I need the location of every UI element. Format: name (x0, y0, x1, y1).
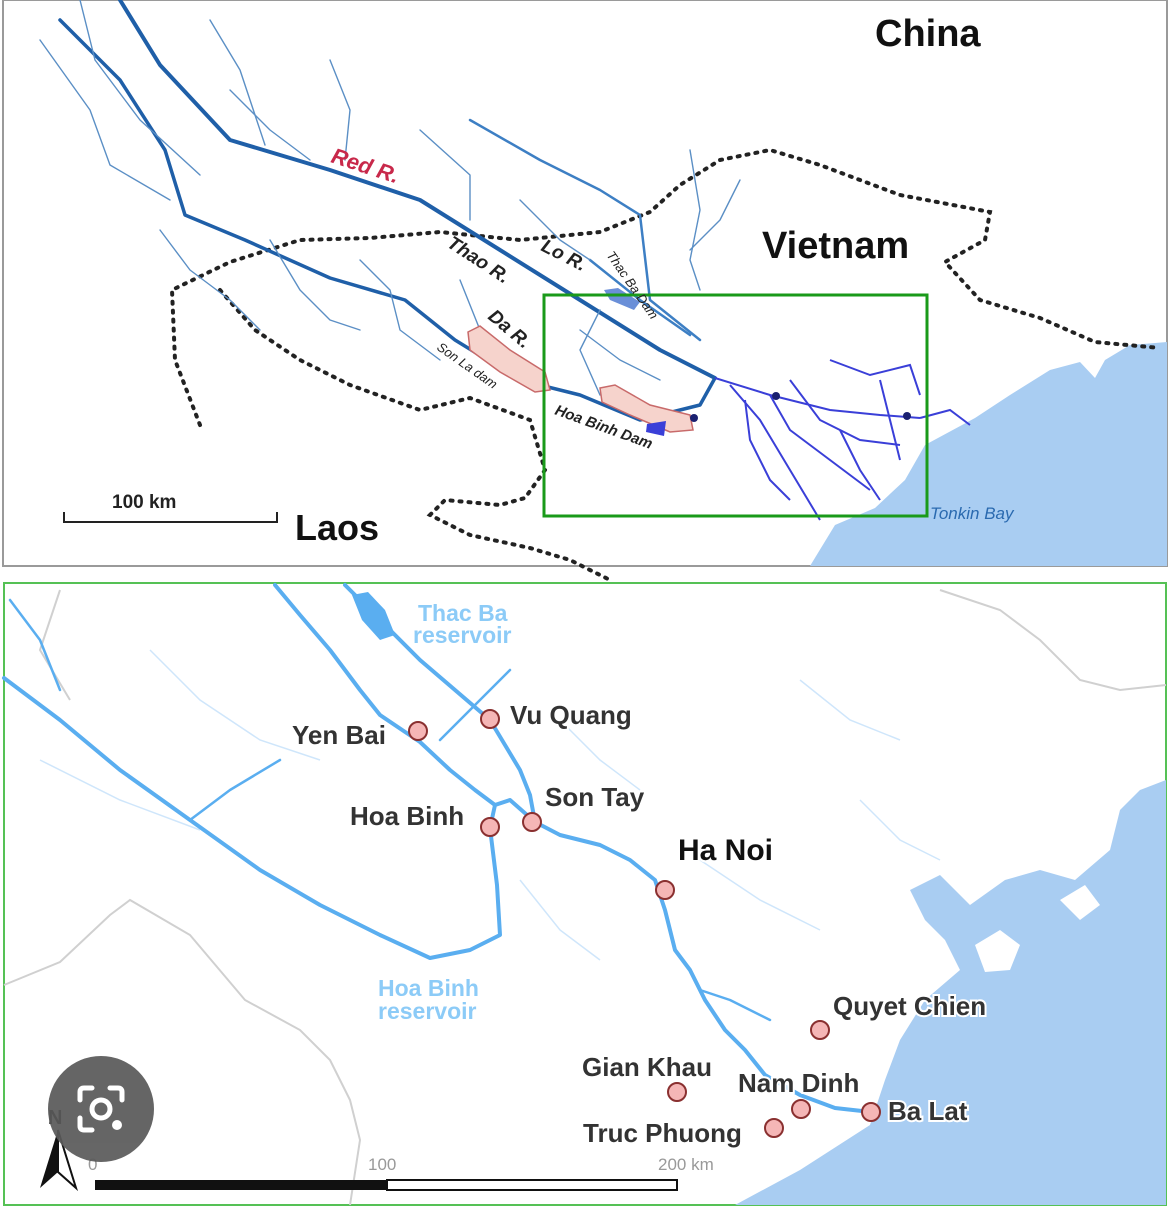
dam-dot (690, 414, 698, 422)
detail-scale-bar: 0 100 200 km (88, 1155, 714, 1191)
delta-network (714, 359, 971, 521)
station-marker-quyet-chien (810, 1020, 830, 1040)
overview-scale-bar: 100 km (63, 492, 278, 523)
station-marker-nam-dinh (791, 1099, 811, 1119)
station-marker-ba-lat (861, 1102, 881, 1122)
label-thac-ba-reservoir-2: reservoir (413, 622, 512, 648)
label-hoa-binh-reservoir-2: reservoir (378, 998, 477, 1024)
google-lens-button[interactable] (48, 1056, 154, 1162)
stations (408, 709, 881, 1138)
inset-box (542, 293, 929, 518)
label-yen-bai: Yen Bai (292, 720, 386, 750)
scale-segment-light (386, 1179, 678, 1191)
label-quyet-chien: Quyet Chien (833, 991, 986, 1021)
label-son-tay: Son Tay (545, 782, 645, 812)
google-lens-icon (77, 1085, 125, 1133)
label-ba-lat: Ba Lat (888, 1096, 968, 1126)
station-labels: Yen Bai Vu Quang Son Tay Hoa Binh Ha Noi… (290, 698, 988, 1150)
label-nam-dinh: Nam Dinh (738, 1068, 859, 1098)
island (1060, 885, 1100, 920)
station-marker-truc-phuong (764, 1118, 784, 1138)
label-truc-phuong: Truc Phuong (583, 1118, 742, 1148)
island (975, 930, 1020, 972)
label-ha-noi: Ha Noi (678, 834, 773, 867)
station-marker-hoa-binh (480, 817, 500, 837)
scale-tick-0: 0 (88, 1155, 97, 1174)
station-marker-yen-bai (408, 721, 428, 741)
city-dot (772, 392, 780, 400)
son-la-reservoir (467, 325, 551, 393)
thac-ba-reservoir-shape (352, 592, 395, 640)
label-vietnam: Vietnam (762, 225, 909, 267)
scale-tick-200: 200 km (658, 1155, 714, 1174)
label-gian-khau: Gian Khau (582, 1052, 712, 1082)
land-outlines (3, 589, 1167, 1206)
detail-sea (735, 780, 1166, 1205)
label-hoa-binh-reservoir-1: Hoa Binh (378, 975, 479, 1001)
minor-streams (39, 649, 941, 961)
scale-segment-dark (95, 1180, 387, 1190)
station-marker-vu-quang (480, 709, 500, 729)
label-thac-ba-reservoir-1: Thac Ba (418, 600, 508, 626)
hoa-binh-dam-mark (646, 421, 666, 436)
label-hoa-binh: Hoa Binh (350, 801, 464, 831)
station-marker-son-tay (522, 812, 542, 832)
detail-panel: Thac Ba reservoir Hoa Binh reservoir Yen… (2, 582, 1167, 1206)
city-dot (903, 412, 911, 420)
label-vu-quang: Vu Quang (510, 700, 632, 730)
station-marker-ha-noi (655, 880, 675, 900)
label-china: China (875, 13, 981, 55)
scale-label: 100 km (112, 492, 176, 513)
scale-tick-100: 100 (368, 1155, 396, 1174)
overview-panel: China Vietnam Laos Red R. Thao R. Lo R. … (2, 0, 1168, 582)
country-borders (169, 147, 1162, 582)
label-laos: Laos (295, 507, 379, 548)
hoa-binh-reservoir (599, 384, 694, 433)
label-tonkin-bay: Tonkin Bay (930, 504, 1015, 523)
station-marker-gian-khau (667, 1082, 687, 1102)
overview-sea (810, 342, 1167, 566)
